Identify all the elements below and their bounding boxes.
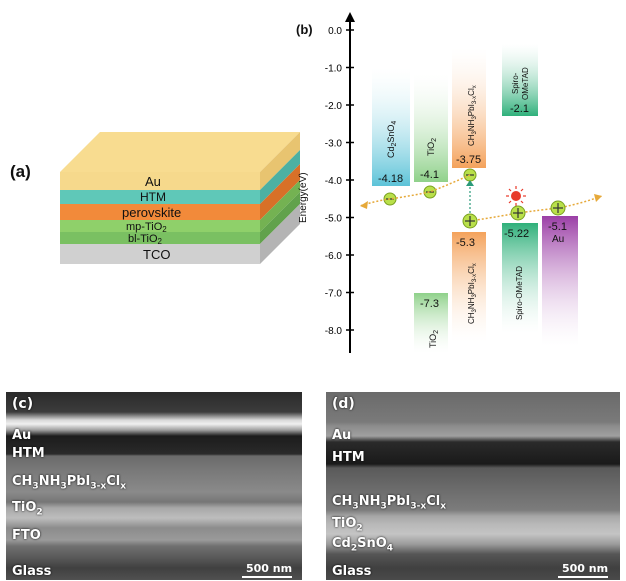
band-tio2-label: TiO2 [426,138,438,156]
vb-perovskite-value: -5.3 [456,237,475,249]
y-tick-label: -3.0 [325,139,343,150]
tco-side [260,204,300,264]
sem-d-scalebar-text: 500 nm [562,562,609,575]
label-au: Au [145,174,161,189]
y-tick-label: -8.0 [325,326,343,337]
y-tick-label: -7.0 [325,289,343,300]
band-perovskite-label: CH3NH3PbI3-xClx [467,85,478,146]
sem-c-scalebar [242,576,292,578]
band-tio2-value: -4.1 [420,169,439,181]
y-tick-label: -1.0 [325,64,343,75]
band-cd2sno4-label: Cd2SnO4 [386,121,398,158]
y-tick-label: -2.0 [325,101,343,112]
panel-d-label: (d) [332,396,355,412]
vb-perovskite [452,232,486,342]
device-stack-diagram: Au HTM perovskite mp-TiO2 bl-TiO2 TCO [60,132,300,264]
layer-tco [60,244,260,264]
au-side [260,132,300,190]
vb-spiro-value: -5.22 [504,228,529,240]
sem-d-layer-tio2: TiO2 [332,516,363,534]
hole-path [469,195,603,222]
band-cd2sno4-value: -4.18 [378,173,403,185]
vb-au [542,216,578,346]
perovskite-side [260,164,300,220]
svg-text:Spiro-OMeTAD: Spiro-OMeTAD [515,266,524,320]
sem-image-c: (c) Au HTM CH3NH3PbI3-xClx TiO2 FTO Glas… [6,392,302,580]
vb-au-value: -5.1 [548,221,567,233]
svg-text:OMeTAD: OMeTAD [521,67,530,100]
band-perovskite [452,48,486,168]
sem-c-layer-au: Au [12,428,32,443]
sem-c-layer-tio2: TiO2 [12,500,43,518]
layer-htm [60,190,260,204]
sem-image-d: (d) Au HTM CH3NH3PbI3-xClx TiO2 Cd2SnO4 … [326,392,620,580]
sem-d-layer-perovskite: CH3NH3PbI3-xClx [332,494,447,512]
band-cd2sno4 [372,68,410,186]
sem-d-layer-au: Au [332,428,352,443]
au-top-face [60,132,300,172]
y-tick-label: -4.0 [325,176,343,187]
htm-side [260,150,300,204]
y-axis-arrow [345,12,355,22]
sem-d-layer-cd2sno4: Cd2SnO4 [332,536,394,554]
y-tick-label: -6.0 [325,251,343,262]
vb-tio2-value: -7.3 [420,298,439,310]
y-tick-label: 0.0 [328,26,342,37]
sem-d-layer-glass: Glass [332,564,372,579]
band-spiro [502,44,538,116]
panel-c-label: (c) [12,396,34,412]
band-perovskite-value: -3.75 [456,154,481,166]
mp-tio2-side [260,180,300,232]
sem-c-layer-fto: FTO [12,528,41,543]
label-bl-tio2: bl-TiO2 [128,233,163,246]
energy-level-diagram: 0.0 -1.0 -2.0 -3.0 -4.0 -5.0 -6.0 -7.0 -8.0 Ener… [298,12,603,353]
vb-au-label: Au [552,234,564,245]
vb-spiro [502,223,538,333]
svg-text:TiO2: TiO2 [428,330,440,348]
label-htm: HTM [140,190,166,204]
layer-bl-tio2 [60,232,260,244]
band-tio2 [414,74,448,182]
layer-au [60,172,260,190]
panel-b-label: (b) [296,22,313,37]
label-mp-tio2: mp-TiO2 [126,221,167,234]
svg-text:CH3NH3PbI3-xClx: CH3NH3PbI3-xClx [467,263,478,324]
sem-d-layer-htm: HTM [332,450,365,465]
label-perovskite: perovskite [122,205,181,220]
sem-c-layer-glass: Glass [12,564,52,579]
sem-c-layer-htm: HTM [12,446,45,461]
vb-tio2 [414,293,448,353]
sem-c-scalebar-text: 500 nm [246,562,293,575]
y-axis-label: Energy(eV) [298,172,309,223]
band-spiro-label: Spiro- [511,72,520,94]
sun-icon [506,186,526,206]
electron-path [359,174,471,207]
y-ticks: 0.0 -1.0 -2.0 -3.0 -4.0 -5.0 -6.0 -7.0 -8.0 [325,26,354,337]
label-tco: TCO [143,247,170,262]
band-spiro-value: -2.1 [510,103,529,115]
panel-a-label: (a) [10,162,31,181]
sem-c-layer-perovskite: CH3NH3PbI3-xClx [12,474,127,492]
bl-tio2-side [260,192,300,244]
y-tick-label: -5.0 [325,214,343,225]
sem-d-scalebar [558,576,608,578]
layer-perovskite [60,204,260,220]
layer-mp-tio2 [60,220,260,232]
